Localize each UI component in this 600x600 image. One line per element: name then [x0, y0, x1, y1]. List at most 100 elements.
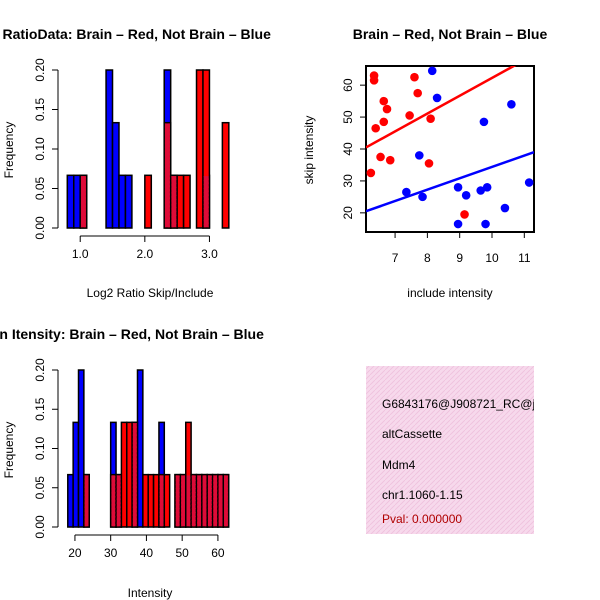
intensity-histogram-overlap-bar [175, 475, 180, 527]
ratio-histogram-title: Log2 RatioData: Brain – Red, Not Brain –… [0, 26, 271, 42]
scatter-brain-point [379, 117, 389, 127]
intensity-histogram-axes: 20 30 40 50 60 0.00 0.05 0.10 0.15 0.20 [33, 358, 225, 560]
ratio-histogram-overlap-bar [203, 176, 209, 228]
info-location: chr1.1060-1.15 [382, 488, 463, 502]
intensity-histogram-overlap-tint [181, 475, 185, 527]
intensity-histogram-overlap-tint [191, 475, 196, 527]
intensity-histogram-overlap-bar [84, 475, 89, 527]
intensity-histogram-overlap-bar [197, 475, 202, 527]
scatter-brain-point [371, 123, 380, 133]
scatter-ylabel: skip intensity [302, 116, 316, 185]
intensity-histogram-blue-bar [136, 369, 144, 528]
scatter-not-brain-point [500, 203, 510, 213]
ratio-histogram-blue-bar [66, 174, 75, 229]
intensity-histogram-overlap-tint [213, 475, 218, 527]
intensity-histogram-overlap-bar [213, 475, 218, 527]
info-text-clip: G6843176@J908721_RC@j_at altCassette Mdm… [382, 397, 534, 526]
scatter-brain-point [385, 155, 395, 165]
scatter-brain-point [376, 152, 385, 162]
intensity-histogram-x-tick-label: 40 [140, 546, 154, 560]
ratio-histogram-y-tick-label: 0.00 [33, 216, 47, 240]
intensity-histogram-overlap-tint [159, 475, 164, 527]
intensity-histogram-overlap-bar [191, 475, 196, 527]
intensity-histogram-overlap-tint [175, 475, 180, 527]
scatter-y-tick-label: 60 [341, 78, 355, 92]
ratio-histogram-overlap-tint [171, 176, 177, 228]
scatter-not-brain-point [427, 66, 437, 76]
scatter-brain-point [460, 210, 469, 219]
scatter-brain-point [413, 88, 422, 98]
scatter-brain-point [405, 111, 414, 120]
scatter-brain-point [379, 96, 389, 106]
ratio-histogram-overlap-tint [203, 176, 209, 228]
intensity-histogram-y-tick-label: 0.20 [33, 358, 47, 382]
scatter-title: Brain – Red, Not Brain – Blue [353, 26, 548, 42]
intensity-histogram-overlap-tint [202, 475, 207, 527]
intensity-histogram-red-bar [126, 421, 133, 528]
intensity-histogram-red-bar [120, 421, 128, 528]
intensity-histogram-overlap-bar [111, 475, 116, 527]
scatter-panel: Brain – Red, Not Brain – Blue 7 8 9 10 11 20 3… [302, 26, 547, 300]
ratio-histogram-axes: 1.0 2.0 3.0 0.00 0.05 0.10 0.15 0.20 [33, 58, 218, 261]
scatter-brain-point [410, 72, 419, 82]
intensity-histogram-overlap-tint [111, 475, 116, 527]
scatter-not-brain-point [476, 186, 485, 195]
ratio-histogram-overlap-bar [171, 176, 177, 228]
scatter-marks [366, 66, 534, 229]
scatter-brain-point [382, 104, 392, 114]
intensity-histogram-y-tick-label: 0.00 [33, 515, 47, 539]
info-panel: G6843176@J908721_RC@j_at altCassette Mdm… [366, 366, 534, 534]
ratio-histogram-y-tick-label: 0.20 [33, 58, 47, 82]
scatter-axes: 7 8 9 10 11 20 30 40 50 60 [341, 78, 531, 265]
intensity-histogram-overlap-bar [218, 475, 223, 527]
ratio-histogram-x-tick-label: 3.0 [201, 247, 218, 261]
scatter-brain-point [369, 76, 379, 85]
ratio-histogram-blue-bar [73, 174, 81, 229]
intensity-histogram-x-tick-label: 20 [68, 546, 82, 560]
intensity-histogram-overlap-tint [207, 475, 212, 527]
intensity-histogram-overlap-tint [84, 475, 89, 527]
scatter-not-brain-point [461, 190, 471, 200]
scatter-not-brain-point [418, 192, 427, 202]
intensity-histogram-overlap-tint [116, 475, 121, 527]
intensity-histogram-blue-bar [67, 473, 74, 528]
intensity-histogram-bars [67, 369, 230, 528]
scatter-y-tick-label: 20 [341, 206, 355, 220]
ratio-histogram-blue-bar [111, 121, 120, 229]
intensity-histogram-x-tick-label: 30 [104, 546, 118, 560]
scatter-brain-fit-line [366, 66, 517, 149]
ratio-histogram-blue-bar [124, 174, 133, 229]
intensity-histogram-y-tick-label: 0.05 [33, 476, 47, 500]
scatter-brain-point [366, 168, 376, 178]
intensity-histogram-overlap-tint [197, 475, 202, 527]
intensity-histogram-overlap-tint [186, 475, 191, 527]
ratio-histogram-overlap-bar [80, 176, 86, 228]
scatter-not-brain-point [432, 93, 442, 103]
scatter-brain-point [426, 114, 435, 123]
ratio-histogram-panel: Log2 RatioData: Brain – Red, Not Brain –… [0, 26, 271, 300]
scatter-not-brain-point [479, 117, 489, 127]
intensity-histogram-overlap-bar [159, 475, 164, 527]
intensity-histogram-xlabel: Intensity [128, 586, 173, 600]
scatter-x-tick-label: 11 [518, 251, 531, 265]
scatter-x-tick-label: 7 [392, 251, 399, 265]
info-event-type: altCassette [382, 427, 442, 441]
scatter-not-brain-point [482, 183, 492, 192]
ratio-histogram-x-tick-label: 1.0 [72, 247, 89, 261]
ratio-histogram-y-tick-label: 0.15 [33, 97, 47, 121]
intensity-histogram-x-tick-label: 50 [175, 546, 189, 560]
intensity-histogram-overlap-bar [207, 475, 212, 527]
scatter-x-tick-label: 9 [456, 251, 463, 265]
ratio-histogram-y-tick-label: 0.05 [33, 176, 47, 200]
scatter-x-tick-label: 8 [424, 251, 431, 265]
intensity-histogram-overlap-tint [132, 423, 137, 527]
intensity-histogram-overlap-bar [132, 423, 137, 527]
scatter-not-brain-point [481, 219, 490, 229]
scatter-not-brain-point [415, 151, 424, 160]
scatter-not-brain-point [402, 187, 411, 197]
ratio-histogram-red-bar [195, 69, 204, 229]
scatter-not-brain-fit-line [366, 151, 534, 213]
intensity-histogram-overlap-tint [218, 475, 223, 527]
scatter-xlabel: include intensity [407, 286, 492, 300]
ratio-histogram-red-bar [202, 69, 211, 229]
